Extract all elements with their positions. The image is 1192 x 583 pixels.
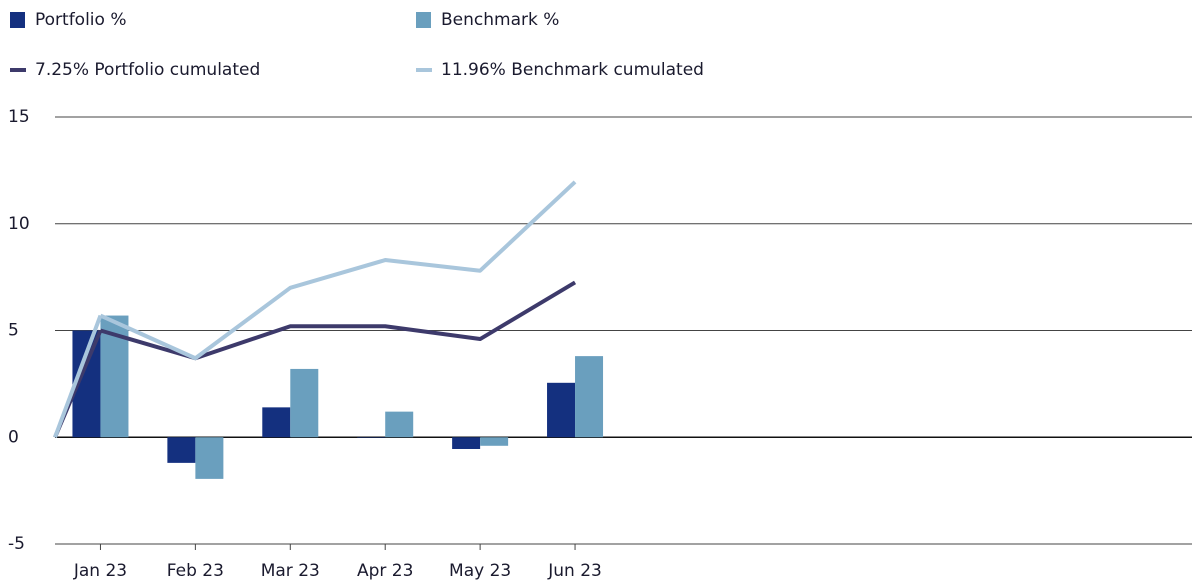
- bar: [547, 382, 576, 438]
- bar: [385, 411, 414, 438]
- x-tick-label: Feb 23: [167, 561, 224, 581]
- legend-label: Portfolio %: [35, 10, 127, 30]
- y-tick-label: -5: [8, 534, 25, 554]
- bar: [167, 437, 196, 463]
- x-tick-label: Apr 23: [357, 561, 413, 581]
- line: [99, 180, 577, 361]
- bar: [452, 437, 481, 449]
- y-tick-label: 15: [8, 107, 30, 127]
- legend-swatch: [10, 12, 25, 28]
- bar: [290, 368, 319, 438]
- line: [99, 280, 577, 361]
- legend-line: [10, 68, 26, 72]
- y-tick-label: 10: [8, 214, 30, 234]
- x-tick-label: May 23: [449, 561, 511, 581]
- y-tick-label: 0: [8, 427, 19, 447]
- legend-swatch: [416, 12, 431, 28]
- line-start: [53, 314, 103, 438]
- bar: [480, 437, 509, 446]
- bar: [357, 437, 386, 438]
- y-tick-label: 5: [8, 321, 19, 341]
- x-tick-label: Jan 23: [73, 561, 127, 581]
- legend-label: 7.25% Portfolio cumulated: [35, 60, 260, 80]
- legend-line: [416, 68, 432, 72]
- legend-label: Benchmark %: [441, 10, 559, 30]
- bar: [195, 437, 224, 479]
- bar: [575, 356, 604, 438]
- bar: [262, 407, 291, 438]
- x-tick-label: Jun 23: [547, 561, 602, 581]
- x-tick-label: Mar 23: [261, 561, 320, 581]
- legend-label: 11.96% Benchmark cumulated: [441, 60, 704, 80]
